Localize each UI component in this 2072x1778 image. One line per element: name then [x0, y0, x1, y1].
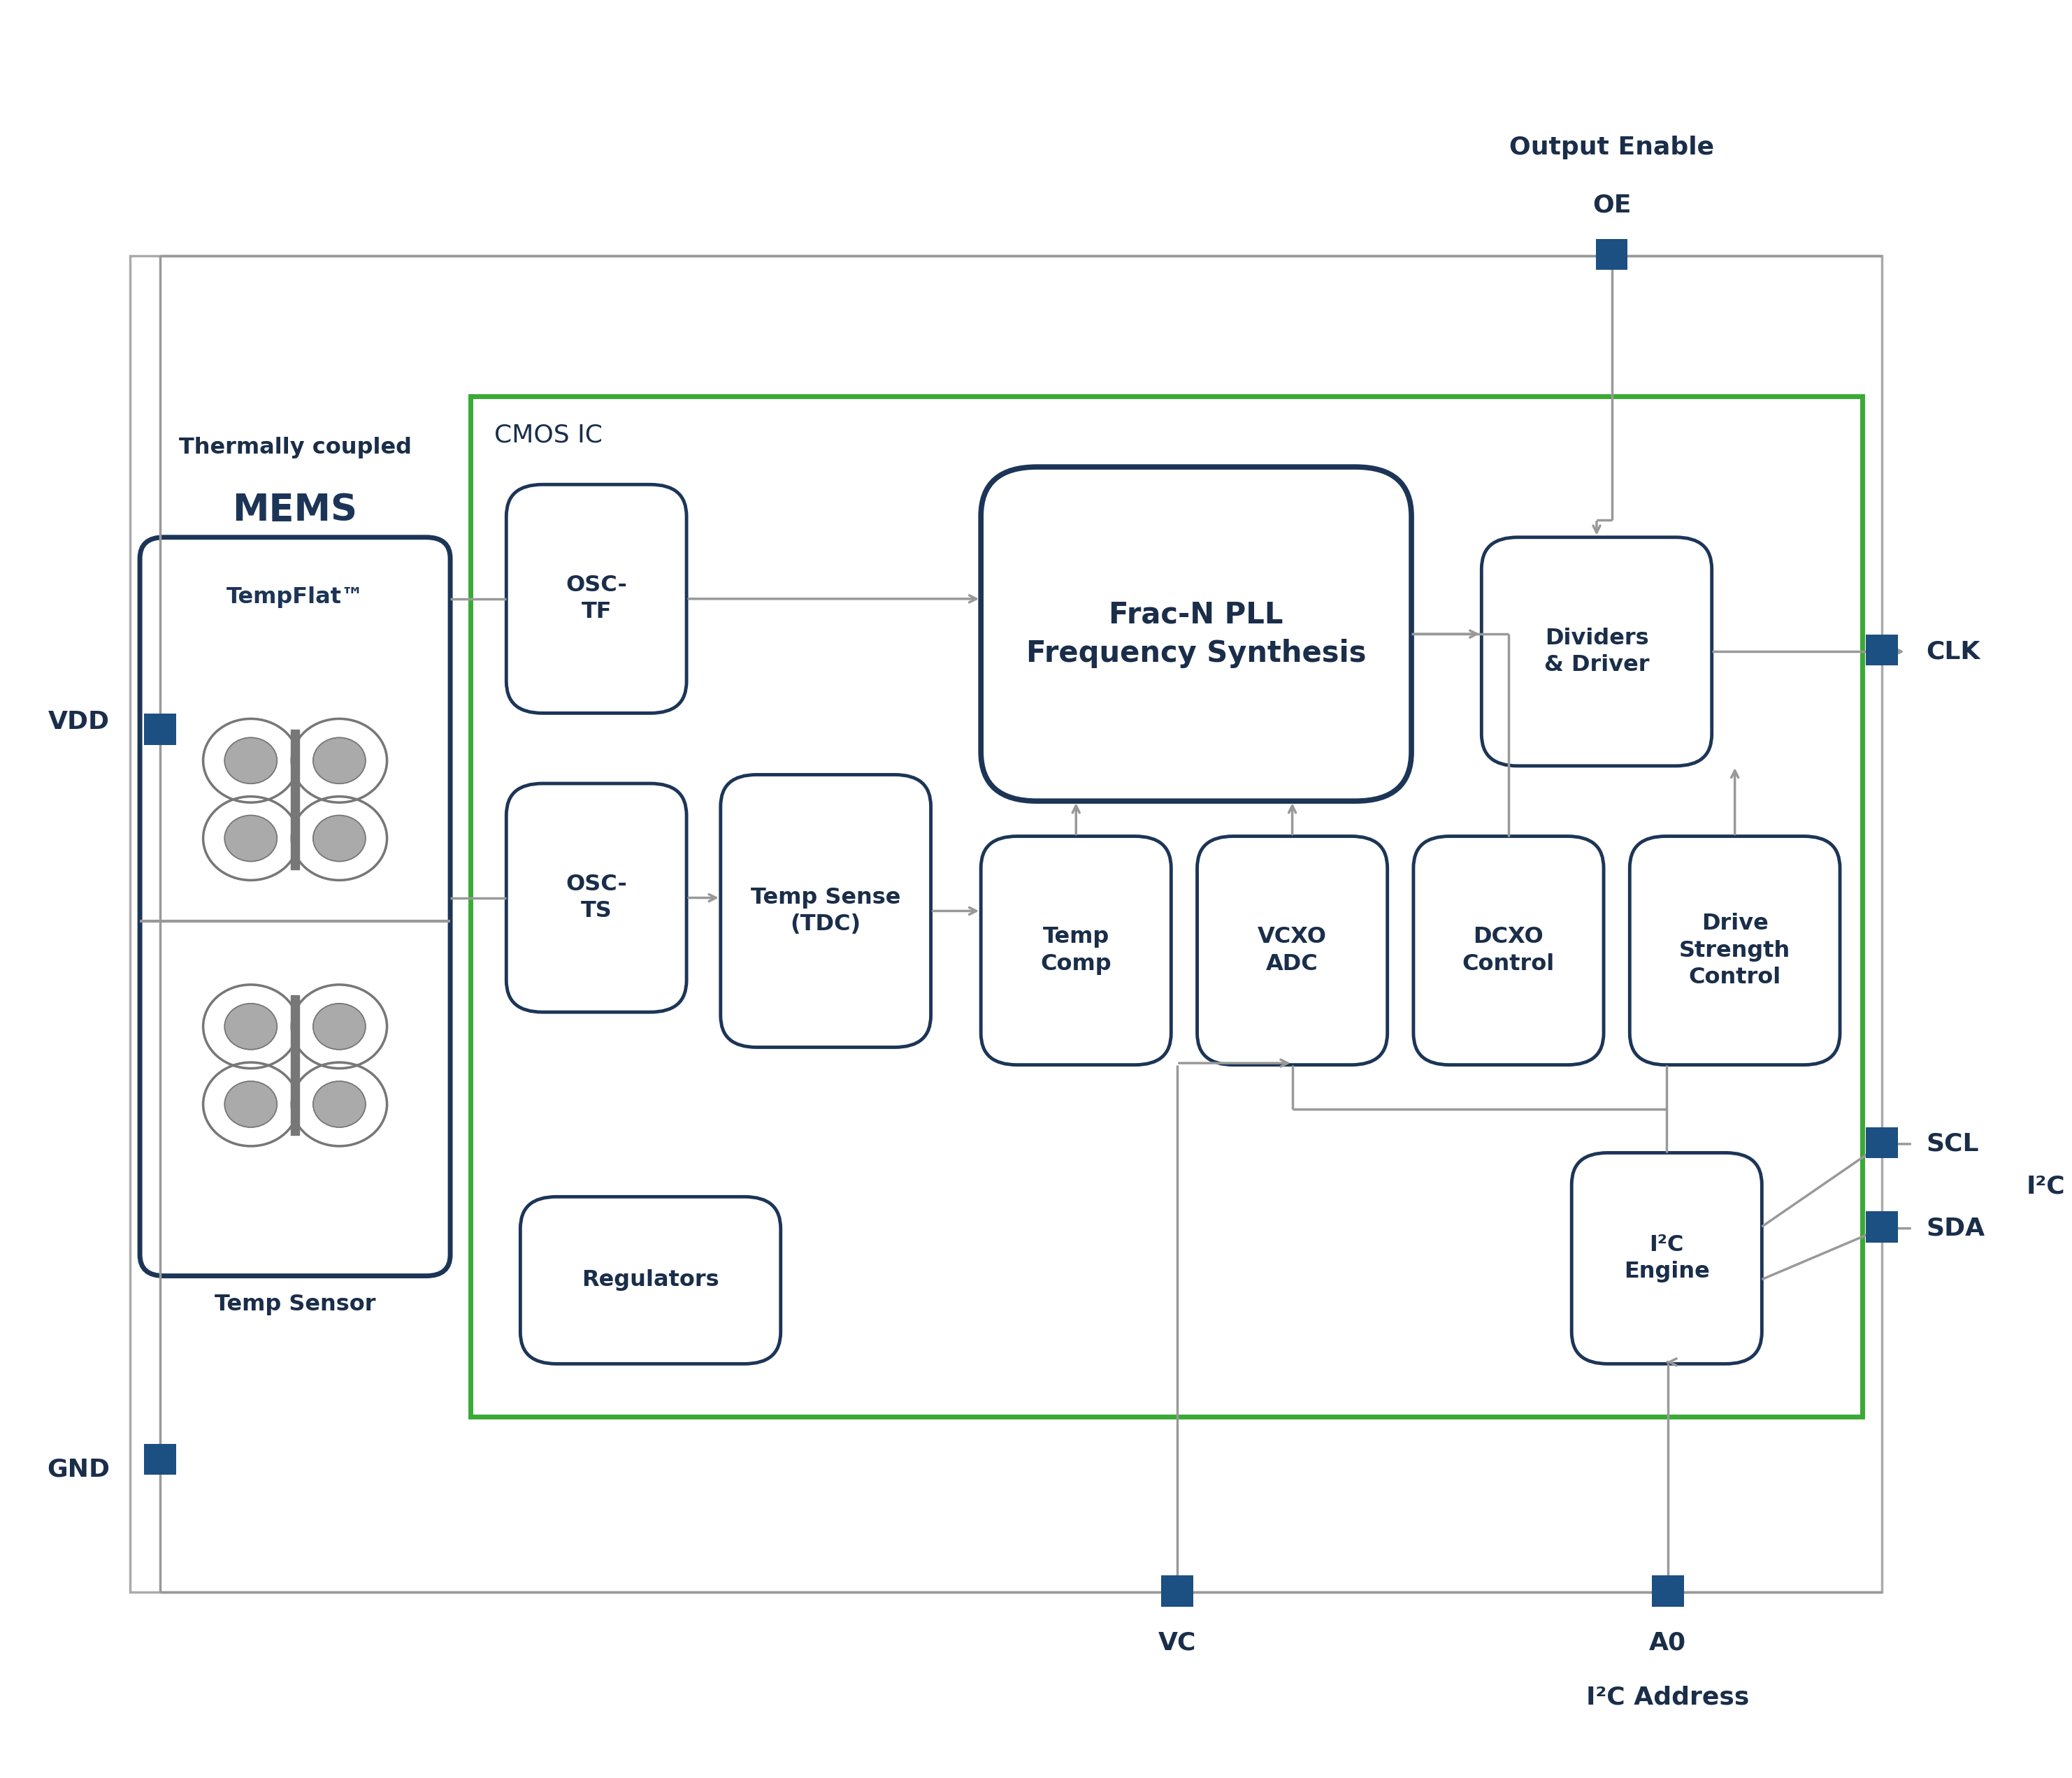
Bar — [1160, 1575, 1193, 1607]
Bar — [143, 713, 176, 745]
Text: Drive
Strength
Control: Drive Strength Control — [1678, 914, 1790, 989]
Text: OSC-
TS: OSC- TS — [566, 873, 628, 923]
Circle shape — [313, 1081, 365, 1127]
Circle shape — [224, 1081, 278, 1127]
Text: Temp Sense
(TDC): Temp Sense (TDC) — [750, 887, 901, 935]
Text: Temp
Comp: Temp Comp — [1040, 926, 1111, 974]
Circle shape — [224, 1003, 278, 1049]
FancyBboxPatch shape — [520, 1197, 781, 1364]
Bar — [1595, 238, 1629, 270]
Text: VDD: VDD — [48, 709, 110, 734]
Text: Thermally coupled: Thermally coupled — [178, 436, 412, 459]
Bar — [290, 729, 300, 869]
Bar — [131, 256, 1881, 1593]
FancyBboxPatch shape — [506, 784, 686, 1012]
Text: I²C
Engine: I²C Engine — [1624, 1234, 1709, 1282]
Text: A0: A0 — [1649, 1630, 1687, 1655]
Circle shape — [313, 738, 365, 784]
Text: OE: OE — [1591, 194, 1631, 217]
Text: SDA: SDA — [1927, 1216, 1985, 1241]
Circle shape — [224, 816, 278, 861]
FancyBboxPatch shape — [980, 836, 1171, 1065]
FancyBboxPatch shape — [980, 468, 1411, 802]
Text: Regulators: Regulators — [582, 1269, 719, 1291]
FancyBboxPatch shape — [1413, 836, 1604, 1065]
Text: VCXO
ADC: VCXO ADC — [1258, 926, 1326, 974]
Circle shape — [313, 1003, 365, 1049]
Text: Temp Sensor: Temp Sensor — [215, 1293, 375, 1316]
FancyBboxPatch shape — [1631, 836, 1840, 1065]
FancyBboxPatch shape — [506, 485, 686, 713]
Text: GND: GND — [48, 1458, 110, 1481]
Text: SCL: SCL — [1927, 1133, 1979, 1156]
Bar — [1867, 1127, 1898, 1157]
Text: TempFlat™: TempFlat™ — [226, 587, 365, 608]
FancyBboxPatch shape — [1573, 1152, 1761, 1364]
Text: DCXO
Control: DCXO Control — [1463, 926, 1554, 974]
FancyBboxPatch shape — [721, 775, 930, 1047]
Text: MEMS: MEMS — [232, 493, 358, 528]
FancyBboxPatch shape — [1481, 537, 1711, 766]
Bar — [1867, 1211, 1898, 1243]
Bar — [290, 996, 300, 1136]
Bar — [1651, 1575, 1685, 1607]
FancyBboxPatch shape — [141, 537, 450, 1277]
Circle shape — [313, 816, 365, 861]
Text: OSC-
TF: OSC- TF — [566, 574, 628, 622]
Text: CMOS IC: CMOS IC — [495, 423, 603, 446]
FancyBboxPatch shape — [1198, 836, 1388, 1065]
Bar — [470, 396, 1863, 1417]
Bar — [143, 1444, 176, 1474]
Text: I²C: I²C — [2026, 1173, 2066, 1198]
Text: Dividers
& Driver: Dividers & Driver — [1544, 628, 1649, 676]
Text: Output Enable: Output Enable — [1508, 135, 1714, 160]
Bar — [1867, 635, 1898, 665]
Text: CLK: CLK — [1927, 640, 1981, 663]
Text: I²C Address: I²C Address — [1587, 1686, 1749, 1709]
Text: VC: VC — [1158, 1630, 1196, 1655]
Circle shape — [224, 738, 278, 784]
Text: Frac-N PLL
Frequency Synthesis: Frac-N PLL Frequency Synthesis — [1026, 599, 1365, 669]
